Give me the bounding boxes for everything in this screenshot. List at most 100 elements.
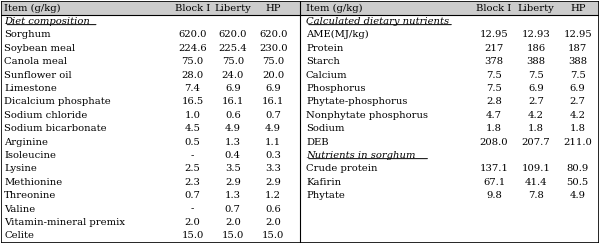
Text: 1.1: 1.1 xyxy=(265,138,281,147)
Text: 2.7: 2.7 xyxy=(570,97,586,106)
Text: 2.5: 2.5 xyxy=(185,164,200,173)
Text: 2.8: 2.8 xyxy=(486,97,502,106)
Text: Soybean meal: Soybean meal xyxy=(4,44,76,53)
Text: 20.0: 20.0 xyxy=(262,71,284,80)
Text: 1.8: 1.8 xyxy=(570,124,586,133)
Text: 620.0: 620.0 xyxy=(178,30,207,39)
Text: Item (g/kg): Item (g/kg) xyxy=(306,3,362,13)
Text: 0.7: 0.7 xyxy=(265,111,281,120)
Text: 6.9: 6.9 xyxy=(570,84,586,93)
Text: 0.7: 0.7 xyxy=(225,205,241,214)
Text: 0.6: 0.6 xyxy=(225,111,241,120)
Text: Sodium bicarbonate: Sodium bicarbonate xyxy=(4,124,107,133)
Text: 4.9: 4.9 xyxy=(225,124,241,133)
Text: 1.3: 1.3 xyxy=(225,138,241,147)
Text: 211.0: 211.0 xyxy=(563,138,592,147)
Text: Starch: Starch xyxy=(306,57,340,66)
Text: Threonine: Threonine xyxy=(4,191,57,200)
Text: 388: 388 xyxy=(526,57,545,66)
Text: 28.0: 28.0 xyxy=(181,71,203,80)
Text: 2.7: 2.7 xyxy=(528,97,544,106)
Text: Phytate-phosphorus: Phytate-phosphorus xyxy=(306,97,407,106)
Text: 12.95: 12.95 xyxy=(480,30,508,39)
Text: 2.9: 2.9 xyxy=(225,178,241,187)
Text: Liberty: Liberty xyxy=(214,4,251,13)
Text: 75.0: 75.0 xyxy=(221,57,244,66)
Text: Methionine: Methionine xyxy=(4,178,62,187)
Text: 4.9: 4.9 xyxy=(265,124,281,133)
Text: 230.0: 230.0 xyxy=(259,44,287,53)
Text: Phytate: Phytate xyxy=(306,191,345,200)
Text: 7.5: 7.5 xyxy=(486,84,502,93)
Text: 1.8: 1.8 xyxy=(486,124,502,133)
Text: Canola meal: Canola meal xyxy=(4,57,67,66)
Text: 208.0: 208.0 xyxy=(480,138,508,147)
Text: Protein: Protein xyxy=(306,44,343,53)
Text: 378: 378 xyxy=(485,57,503,66)
Text: Sorghum: Sorghum xyxy=(4,30,51,39)
Text: 16.1: 16.1 xyxy=(262,97,284,106)
Text: Vitamin-mineral premix: Vitamin-mineral premix xyxy=(4,218,125,227)
Text: 4.2: 4.2 xyxy=(528,111,544,120)
Text: 4.5: 4.5 xyxy=(184,124,200,133)
Text: 6.9: 6.9 xyxy=(528,84,544,93)
Text: 6.9: 6.9 xyxy=(225,84,241,93)
Text: 50.5: 50.5 xyxy=(566,178,589,187)
Text: 4.2: 4.2 xyxy=(570,111,586,120)
Text: Kafirin: Kafirin xyxy=(306,178,341,187)
Text: 207.7: 207.7 xyxy=(521,138,550,147)
Text: -: - xyxy=(191,205,194,214)
Text: 15.0: 15.0 xyxy=(262,231,284,240)
Text: 7.8: 7.8 xyxy=(528,191,544,200)
Text: 9.8: 9.8 xyxy=(486,191,502,200)
Text: Block I: Block I xyxy=(476,4,512,13)
Text: 7.5: 7.5 xyxy=(486,71,502,80)
Text: 187: 187 xyxy=(568,44,587,53)
Text: 620.0: 620.0 xyxy=(218,30,247,39)
Text: 225.4: 225.4 xyxy=(218,44,247,53)
Text: 137.1: 137.1 xyxy=(479,164,509,173)
Text: 0.3: 0.3 xyxy=(265,151,281,160)
Text: 109.1: 109.1 xyxy=(521,164,550,173)
Text: Sodium chloride: Sodium chloride xyxy=(4,111,88,120)
Text: 3.3: 3.3 xyxy=(265,164,281,173)
Text: 24.0: 24.0 xyxy=(221,71,244,80)
Text: 1.0: 1.0 xyxy=(184,111,200,120)
Text: Lysine: Lysine xyxy=(4,164,37,173)
Text: 0.7: 0.7 xyxy=(185,191,200,200)
Text: 75.0: 75.0 xyxy=(262,57,284,66)
Text: 7.4: 7.4 xyxy=(184,84,200,93)
Text: Block I: Block I xyxy=(175,4,210,13)
Text: 388: 388 xyxy=(568,57,587,66)
Text: 2.3: 2.3 xyxy=(185,178,200,187)
Text: 6.9: 6.9 xyxy=(265,84,281,93)
Text: 1.2: 1.2 xyxy=(265,191,281,200)
Text: 16.5: 16.5 xyxy=(181,97,203,106)
Text: DEB: DEB xyxy=(306,138,329,147)
Text: Limestone: Limestone xyxy=(4,84,57,93)
Text: Phosphorus: Phosphorus xyxy=(306,84,365,93)
Text: 67.1: 67.1 xyxy=(483,178,505,187)
Text: 1.8: 1.8 xyxy=(528,124,544,133)
Text: 620.0: 620.0 xyxy=(259,30,287,39)
Text: 80.9: 80.9 xyxy=(566,164,589,173)
Text: AME(MJ/kg): AME(MJ/kg) xyxy=(306,30,369,40)
Text: 2.0: 2.0 xyxy=(225,218,241,227)
Text: 4.9: 4.9 xyxy=(570,191,586,200)
Text: HP: HP xyxy=(265,4,281,13)
Text: Nutrients in sorghum: Nutrients in sorghum xyxy=(306,151,415,160)
Text: 2.0: 2.0 xyxy=(265,218,281,227)
Text: 1.3: 1.3 xyxy=(225,191,241,200)
Text: 224.6: 224.6 xyxy=(178,44,207,53)
Text: 0.6: 0.6 xyxy=(265,205,281,214)
Text: Dicalcium phosphate: Dicalcium phosphate xyxy=(4,97,111,106)
Text: 0.5: 0.5 xyxy=(185,138,200,147)
Text: Sunflower oil: Sunflower oil xyxy=(4,71,72,80)
Bar xyxy=(1,1,599,15)
Text: 75.0: 75.0 xyxy=(181,57,203,66)
Text: Item (g/kg): Item (g/kg) xyxy=(4,3,61,13)
Text: Nonphytate phosphorus: Nonphytate phosphorus xyxy=(306,111,428,120)
Text: Crude protein: Crude protein xyxy=(306,164,377,173)
Text: 3.5: 3.5 xyxy=(225,164,241,173)
Text: Isoleucine: Isoleucine xyxy=(4,151,56,160)
